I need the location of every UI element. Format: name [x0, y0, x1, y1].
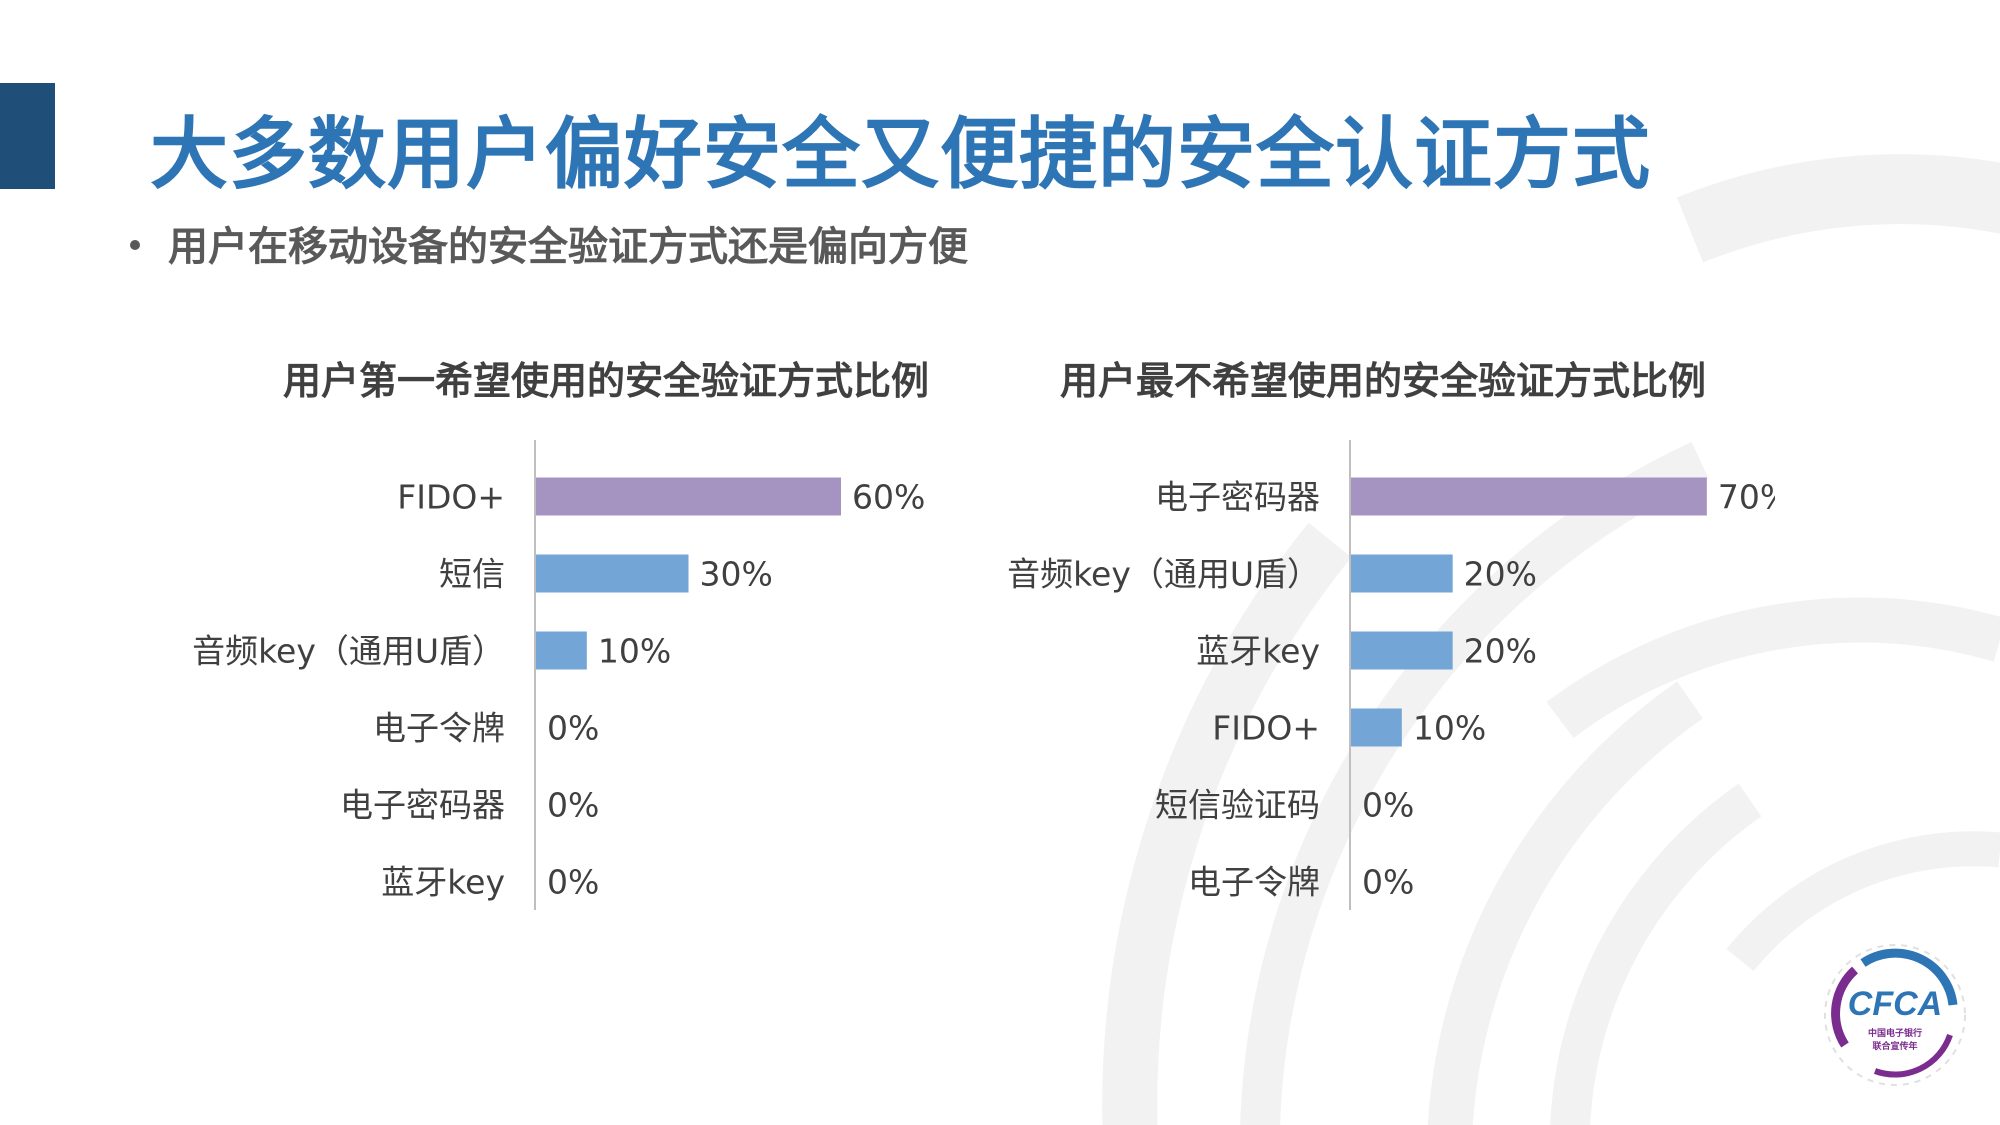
bar-chart-least-preference: 电子密码器 70% 音频key（通用U盾） 20% 蓝牙key 20% FIDO+ 10% 短信… — [1007, 440, 1775, 910]
cfca-logo: CFCA 中国电子银行 联合宣传年 — [1824, 944, 1966, 1086]
data-label: 10% — [598, 632, 671, 671]
data-label: 0% — [547, 863, 599, 902]
data-label: 0% — [547, 709, 599, 748]
bullet-dot-icon — [130, 240, 140, 250]
category-label: 蓝牙key — [381, 863, 505, 902]
data-label: 0% — [1362, 786, 1414, 825]
category-label: 音频key（通用U盾） — [192, 632, 505, 671]
data-label: 20% — [1464, 632, 1537, 671]
category-label: FIDO+ — [1212, 709, 1320, 748]
bg-arc — [1427, 681, 1703, 1125]
category-label: 电子密码器 — [340, 786, 505, 825]
bar-chart-first-preference: FIDO+ 60% 短信 30% 音频key（通用U盾） 10% 电子令牌 0% 电子密码器 0%… — [192, 440, 925, 910]
bar — [1351, 631, 1453, 670]
bullet-text: 用户在移动设备的安全验证方式还是偏向方便 — [168, 224, 968, 270]
category-label: 音频key（通用U盾） — [1007, 555, 1320, 594]
bg-arc — [1550, 783, 1762, 1125]
data-label: 30% — [700, 555, 773, 594]
bg-arc — [1102, 522, 1352, 1125]
bullet-point: 用户在移动设备的安全验证方式还是偏向方便 — [130, 214, 968, 272]
page-title: 大多数用户偏好安全又便捷的安全认证方式 — [150, 110, 1652, 200]
data-label: 0% — [547, 786, 599, 825]
category-label: 电子令牌 — [373, 709, 505, 748]
data-label: 60% — [852, 478, 925, 517]
svg-text:中国电子银行: 中国电子银行 — [1868, 1027, 1922, 1039]
category-label: 短信 — [439, 555, 505, 594]
bar — [536, 631, 587, 670]
data-label: 70% — [1718, 478, 1775, 517]
bar — [536, 477, 841, 516]
bg-arc — [1726, 831, 2000, 972]
data-label: 10% — [1413, 709, 1486, 748]
chart-title-least-preference: 用户最不希望使用的安全验证方式比例 — [1060, 359, 1707, 403]
data-label: 20% — [1464, 555, 1537, 594]
category-label: 短信验证码 — [1155, 786, 1320, 825]
bg-arc — [1676, 154, 2000, 263]
category-label: FIDO+ — [397, 478, 505, 517]
category-label: 电子密码器 — [1155, 478, 1320, 517]
chart-title-first-preference: 用户第一希望使用的安全验证方式比例 — [283, 359, 930, 403]
bar — [1351, 554, 1453, 593]
data-label: 0% — [1362, 863, 1414, 902]
title-accent-bar — [0, 83, 55, 189]
bar — [1351, 708, 1402, 747]
svg-text:联合宣传年: 联合宣传年 — [1872, 1040, 1917, 1052]
bar — [1351, 477, 1707, 516]
category-label: 蓝牙key — [1196, 632, 1320, 671]
bar — [536, 554, 689, 593]
category-label: 电子令牌 — [1188, 863, 1320, 902]
bg-arc — [1546, 597, 2000, 739]
svg-text:CFCA: CFCA — [1848, 985, 1942, 1023]
